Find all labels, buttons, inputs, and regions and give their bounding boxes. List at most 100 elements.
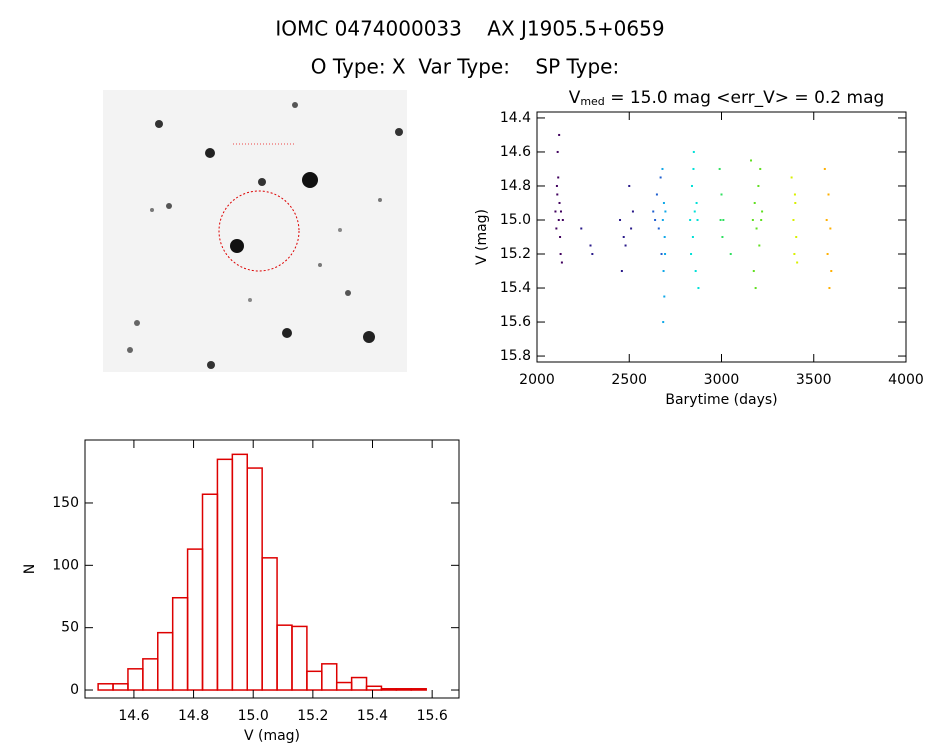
data-point: [758, 244, 761, 247]
data-point: [695, 201, 698, 204]
histogram-bar: [350, 676, 368, 691]
histogram-bar: [261, 557, 278, 691]
data-point: [829, 227, 832, 230]
x-axis-label: V (mag): [244, 728, 300, 744]
data-point: [827, 193, 830, 196]
data-point: [721, 236, 724, 238]
y-tick-label: 14.4: [500, 110, 531, 126]
histogram-bar: [365, 685, 383, 691]
data-point: [664, 253, 667, 256]
x-tick-label: 2500: [611, 372, 647, 388]
histogram-bar: [186, 548, 204, 691]
data-point: [662, 321, 665, 324]
star-field-image: [103, 90, 407, 372]
histogram-bar: [231, 453, 248, 691]
data-point: [557, 218, 560, 221]
data-point: [556, 193, 559, 196]
histogram-bar: [201, 493, 219, 691]
data-point: [631, 210, 634, 213]
data-point: [622, 236, 625, 238]
y-tick-label: 14.8: [500, 178, 531, 194]
page-subtitle: O Type: X Var Type: SP Type:: [311, 55, 619, 79]
data-point: [750, 159, 753, 162]
data-point: [761, 210, 764, 213]
data-point: [823, 167, 826, 170]
y-tick-label: 0: [70, 682, 79, 698]
data-point: [657, 227, 660, 230]
data-point: [663, 236, 666, 238]
data-point: [659, 176, 662, 179]
x-tick-label: 14.6: [118, 708, 149, 724]
data-point: [620, 270, 623, 273]
data-point: [560, 261, 563, 264]
data-point: [755, 227, 758, 230]
data-point: [555, 227, 558, 230]
page-title: IOMC 0474000033 AX J1905.5+0659: [275, 17, 664, 41]
x-axis-label: Barytime (days): [665, 392, 777, 408]
data-point: [559, 253, 562, 256]
data-point: [694, 270, 697, 273]
y-axis-label: N: [22, 564, 38, 574]
data-point: [825, 218, 828, 221]
data-point: [619, 218, 622, 221]
y-tick-label: 15.0: [500, 212, 531, 228]
data-point: [558, 201, 561, 204]
data-point: [752, 270, 755, 273]
data-point: [661, 167, 664, 170]
data-point: [591, 253, 594, 256]
data-point: [652, 210, 655, 213]
data-point: [795, 236, 798, 238]
histogram-bar: [306, 670, 323, 691]
x-tick-label: 4000: [888, 372, 924, 388]
y-tick-label: 150: [52, 495, 79, 511]
x-tick-label: 2000: [519, 372, 555, 388]
data-point: [697, 287, 700, 290]
histogram-bar: [276, 624, 293, 691]
histogram-bar: [142, 658, 159, 691]
data-point: [751, 218, 754, 221]
data-point: [654, 218, 657, 221]
data-point: [754, 287, 757, 290]
data-point: [826, 253, 829, 256]
y-tick-label: 15.6: [500, 314, 531, 330]
histogram-bar: [216, 458, 234, 691]
histogram-bar: [410, 688, 427, 691]
data-point: [559, 210, 562, 213]
histogram-bar: [97, 683, 114, 691]
x-tick-label: 3500: [796, 372, 832, 388]
data-point: [729, 253, 732, 256]
data-point: [760, 218, 763, 221]
x-tick-label: 15.6: [417, 708, 448, 724]
plot-frame: [84, 439, 460, 699]
histogram-bar: [127, 668, 144, 691]
data-point: [557, 176, 560, 179]
y-tick-label: 15.4: [500, 280, 531, 296]
histogram-bar: [112, 683, 129, 691]
y-tick-label: 100: [52, 557, 79, 573]
y-tick-label: 15.8: [500, 348, 531, 364]
data-point: [796, 261, 799, 264]
data-point: [718, 167, 721, 170]
x-tick-label: 15.2: [297, 708, 328, 724]
data-point: [793, 193, 796, 196]
data-point: [624, 244, 627, 247]
data-point: [720, 193, 723, 196]
x-tick-label: 14.8: [178, 708, 209, 724]
data-point: [556, 150, 559, 153]
data-point: [554, 210, 557, 213]
data-point: [753, 201, 756, 204]
histogram-bar: [171, 596, 189, 691]
data-point: [794, 201, 797, 204]
data-point: [692, 150, 695, 153]
data-point: [759, 167, 762, 170]
histogram-bar: [321, 663, 338, 691]
histogram-bar: [380, 688, 398, 691]
data-point: [792, 218, 795, 221]
data-point: [663, 295, 666, 298]
data-point: [722, 218, 725, 221]
data-point: [660, 253, 663, 256]
data-point: [689, 218, 692, 221]
data-point: [661, 218, 664, 221]
title-rest: = 15.0 mag <err_V> = 0.2 mag: [605, 88, 885, 108]
data-point: [828, 287, 831, 290]
